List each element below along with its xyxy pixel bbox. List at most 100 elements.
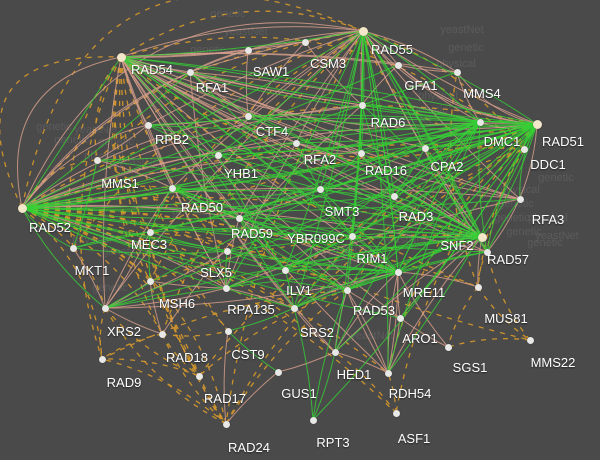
network-edge-yeastnet — [226, 123, 538, 252]
network-edge-yeastnet — [334, 121, 481, 353]
network-edge-yeastnet — [238, 217, 286, 271]
network-edge-yeastnet — [312, 351, 336, 421]
network-edge-yeastnet — [238, 217, 295, 309]
network-node-rfa1[interactable] — [186, 68, 194, 76]
network-edge-yeastnet — [362, 30, 426, 149]
network-edge-yeastnet — [21, 207, 295, 309]
network-edge-yeastnet — [397, 121, 481, 273]
network-edge-yeastnet — [147, 124, 483, 238]
network-node-rad6[interactable] — [358, 101, 366, 109]
network-edge-physical — [225, 287, 295, 309]
network-node-mkt1[interactable] — [69, 244, 77, 252]
network-edge-yeastnet — [104, 121, 481, 309]
network-edge-physical — [96, 124, 149, 161]
network-edge-yeastnet — [319, 188, 399, 273]
network-edge-yeastnet — [284, 121, 481, 271]
network-edge-yeastnet — [362, 30, 538, 125]
network-node-rdh54[interactable] — [384, 369, 392, 377]
network-node-mre11[interactable] — [394, 268, 402, 276]
network-node-rpt3[interactable] — [309, 416, 317, 424]
network-node-rad17[interactable] — [195, 372, 203, 380]
network-node-rad9[interactable] — [98, 355, 106, 363]
network-node-rad59[interactable] — [235, 214, 243, 222]
network-edge-yeastnet — [362, 30, 483, 238]
network-node-snf2[interactable] — [477, 232, 487, 242]
network-node-rad55[interactable] — [358, 26, 368, 36]
network-edge-yeastnet — [346, 251, 488, 291]
network-node-srs2[interactable] — [290, 304, 298, 312]
network-node-dmc1[interactable] — [476, 118, 484, 126]
network-edge-physical — [149, 280, 163, 335]
network-node-rfa3[interactable] — [516, 195, 524, 203]
network-edge-physical — [304, 41, 363, 106]
network-edge-yeastnet — [217, 30, 364, 156]
network-edge-yeastnet — [120, 56, 538, 125]
network-node-rad51[interactable] — [532, 119, 542, 129]
network-edge-yeastnet — [319, 152, 362, 190]
network-edge-yeastnet — [120, 56, 321, 190]
network-edge-yeastnet — [334, 123, 538, 353]
network-edge-genetic — [362, 30, 538, 133]
network-node-msh6[interactable] — [146, 277, 154, 285]
network-node-ctf4[interactable] — [244, 112, 252, 120]
network-edge-genetic — [149, 231, 227, 425]
network-edge-yeastnet — [149, 231, 228, 252]
network-node-rad50[interactable] — [168, 184, 176, 192]
network-node-mms4[interactable] — [453, 68, 461, 76]
network-node-sgs1[interactable] — [444, 343, 452, 351]
network-node-ddc1[interactable] — [520, 145, 528, 153]
network-edge-physical — [21, 115, 249, 209]
network-edge-yeastnet — [295, 142, 321, 190]
network-node-rad52[interactable] — [17, 203, 27, 213]
network-edge-physical — [104, 231, 151, 309]
network-edge-genetic — [21, 159, 98, 209]
network-node-rad54[interactable] — [116, 52, 126, 62]
network-edge-physical — [104, 250, 228, 309]
network-node-rfa2[interactable] — [292, 139, 300, 147]
network-node-hed1[interactable] — [331, 348, 339, 356]
network-edge-yeastnet — [361, 104, 395, 197]
network-node-rad18[interactable] — [158, 330, 166, 338]
network-edge-genetic — [21, 207, 479, 288]
network-node-ybr099c[interactable] — [348, 232, 356, 240]
network-node-gfa1[interactable] — [394, 61, 402, 69]
network-node-rad3[interactable] — [390, 192, 398, 200]
network-edge-yeastnet — [72, 247, 228, 254]
network-node-mms1[interactable] — [93, 156, 101, 164]
network-edge-yeastnet — [319, 188, 395, 197]
network-edge-physical — [189, 49, 249, 73]
network-node-cpa2[interactable] — [421, 144, 429, 152]
network-node-rad16[interactable] — [357, 149, 365, 157]
network-node-slx5[interactable] — [223, 247, 231, 255]
network-node-ilv1[interactable] — [281, 266, 289, 274]
network-node-rpa135[interactable] — [222, 284, 230, 292]
network-node-yhb1[interactable] — [214, 151, 222, 159]
network-node-mms22[interactable] — [526, 336, 534, 344]
network-node-gus1[interactable] — [274, 368, 282, 376]
network-node-rpb2[interactable] — [144, 121, 152, 129]
network-edge-yeastnet — [104, 271, 399, 309]
network-node-cst9[interactable] — [224, 327, 232, 335]
network-node-csm3[interactable] — [301, 38, 309, 46]
network-edge-yeastnet — [120, 30, 364, 58]
network-node-smt3[interactable] — [316, 185, 324, 193]
network-edge-genetic — [395, 123, 538, 414]
network-edge-yeastnet — [21, 56, 122, 209]
network-node-mec3[interactable] — [146, 228, 154, 236]
network-node-xrs2[interactable] — [101, 304, 109, 312]
network-edge-yeastnet — [21, 187, 173, 209]
network-edge-yeastnet — [238, 217, 348, 291]
network-node-rad57[interactable] — [483, 248, 491, 256]
network-edge-yeastnet — [362, 30, 399, 273]
network-node-asf1[interactable] — [392, 409, 400, 417]
network-edge-physical — [346, 289, 389, 374]
network-node-rad24[interactable] — [222, 420, 230, 428]
network-edge-yeastnet — [21, 188, 321, 209]
network-node-saw1[interactable] — [244, 46, 252, 54]
network-node-aro1[interactable] — [396, 314, 404, 322]
network-node-mus81[interactable] — [474, 283, 482, 291]
network-edge-genetic — [101, 358, 200, 377]
network-node-rad53[interactable] — [343, 286, 351, 294]
network-edge-physical — [21, 142, 297, 209]
